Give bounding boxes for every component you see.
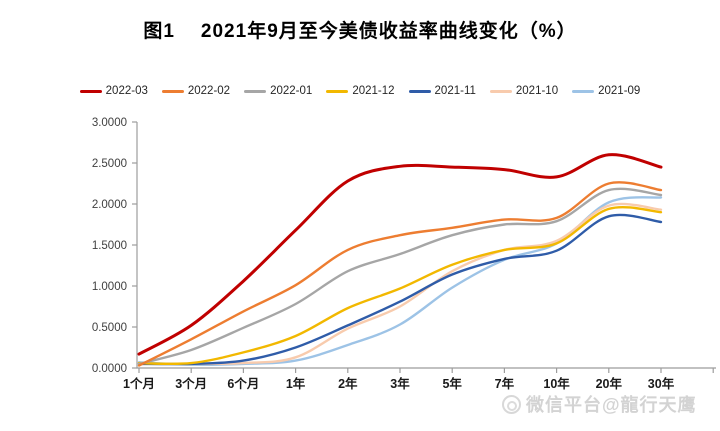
- watermark-logo-icon: [502, 394, 521, 414]
- y-tick-label: 1.0000: [92, 281, 127, 293]
- figure-title-text: 2021年9月至今美债收益率曲线变化（%）: [200, 21, 577, 42]
- y-tick-label: 0.0000: [92, 363, 127, 375]
- legend-item-2021-11: 2021-11: [408, 85, 476, 97]
- legend-item-2021-09: 2021-09: [572, 85, 640, 97]
- legend-item-2021-10: 2021-10: [489, 85, 559, 97]
- y-tick-label: 0.5000: [92, 322, 127, 334]
- x-tick-label: 10年: [543, 376, 570, 391]
- x-tick-label: 3个月: [175, 376, 207, 391]
- legend-item-2022-02: 2022-02: [161, 85, 231, 97]
- legend-line-swatch: [326, 89, 349, 93]
- legend-line-swatch: [244, 89, 267, 93]
- legend-label: 2021-10: [515, 85, 559, 97]
- legend-label: 2021-12: [352, 85, 395, 97]
- figure-number: 图1: [143, 21, 175, 42]
- legend-label: 2022-01: [270, 85, 313, 97]
- series-line-2022-03: [137, 153, 663, 356]
- y-axis-ticks: 0.0000 0.5000 1.0000 1.5000 2.0000 2.5000 3.00…: [92, 117, 137, 375]
- x-tick-label: 7年: [495, 376, 515, 391]
- legend-label: 2021-11: [434, 85, 476, 97]
- watermark: 微信平台@龍行天鹰: [502, 391, 697, 417]
- series-line-2022-02: [137, 181, 663, 367]
- series-line-2021-12: [137, 205, 663, 366]
- x-tick-label: 2年: [338, 376, 358, 391]
- x-tick-label: 20年: [596, 376, 623, 391]
- legend-item-2021-12: 2021-12: [326, 85, 395, 97]
- x-tick-label: 5年: [442, 376, 462, 391]
- x-tick-label: 1年: [286, 376, 306, 391]
- x-tick-label: 3年: [390, 376, 410, 391]
- legend-item-2022-01: 2022-01: [244, 85, 312, 97]
- legend-line-swatch: [408, 89, 431, 93]
- x-tick-label: 30年: [648, 376, 675, 391]
- legend-line-swatch: [79, 89, 102, 93]
- x-axis-ticks: 1个月 3个月 6个月 1年 2年 3年 5年 7年 10年 20年 30年: [123, 368, 714, 391]
- series-lines: [137, 153, 663, 367]
- y-tick-label: 1.5000: [92, 240, 127, 252]
- x-tick-label: 1个月: [123, 376, 155, 391]
- legend-label: 2022-02: [187, 85, 231, 97]
- chart-legend: 2022-03 2022-02 2022-01 2021-12 2021-11 2021-…: [0, 85, 720, 97]
- series-line-2022-01: [137, 187, 663, 366]
- legend-label: 2021-09: [598, 85, 641, 97]
- legend-line-swatch: [572, 89, 595, 93]
- x-tick-label: 6个月: [227, 376, 259, 391]
- y-tick-label: 2.0000: [92, 199, 127, 211]
- legend-label: 2022-03: [105, 85, 148, 97]
- watermark-text: 微信平台@龍行天鹰: [526, 395, 697, 415]
- series-line-2021-10: [137, 202, 663, 366]
- figure-title: 图1 2021年9月至今美债收益率曲线变化（%）: [0, 16, 720, 43]
- series-line-2021-11: [137, 213, 663, 366]
- legend-line-swatch: [161, 89, 184, 93]
- legend-line-swatch: [489, 89, 512, 93]
- y-tick-label: 3.0000: [92, 117, 127, 129]
- y-tick-label: 2.5000: [92, 158, 127, 170]
- legend-item-2022-03: 2022-03: [79, 85, 148, 97]
